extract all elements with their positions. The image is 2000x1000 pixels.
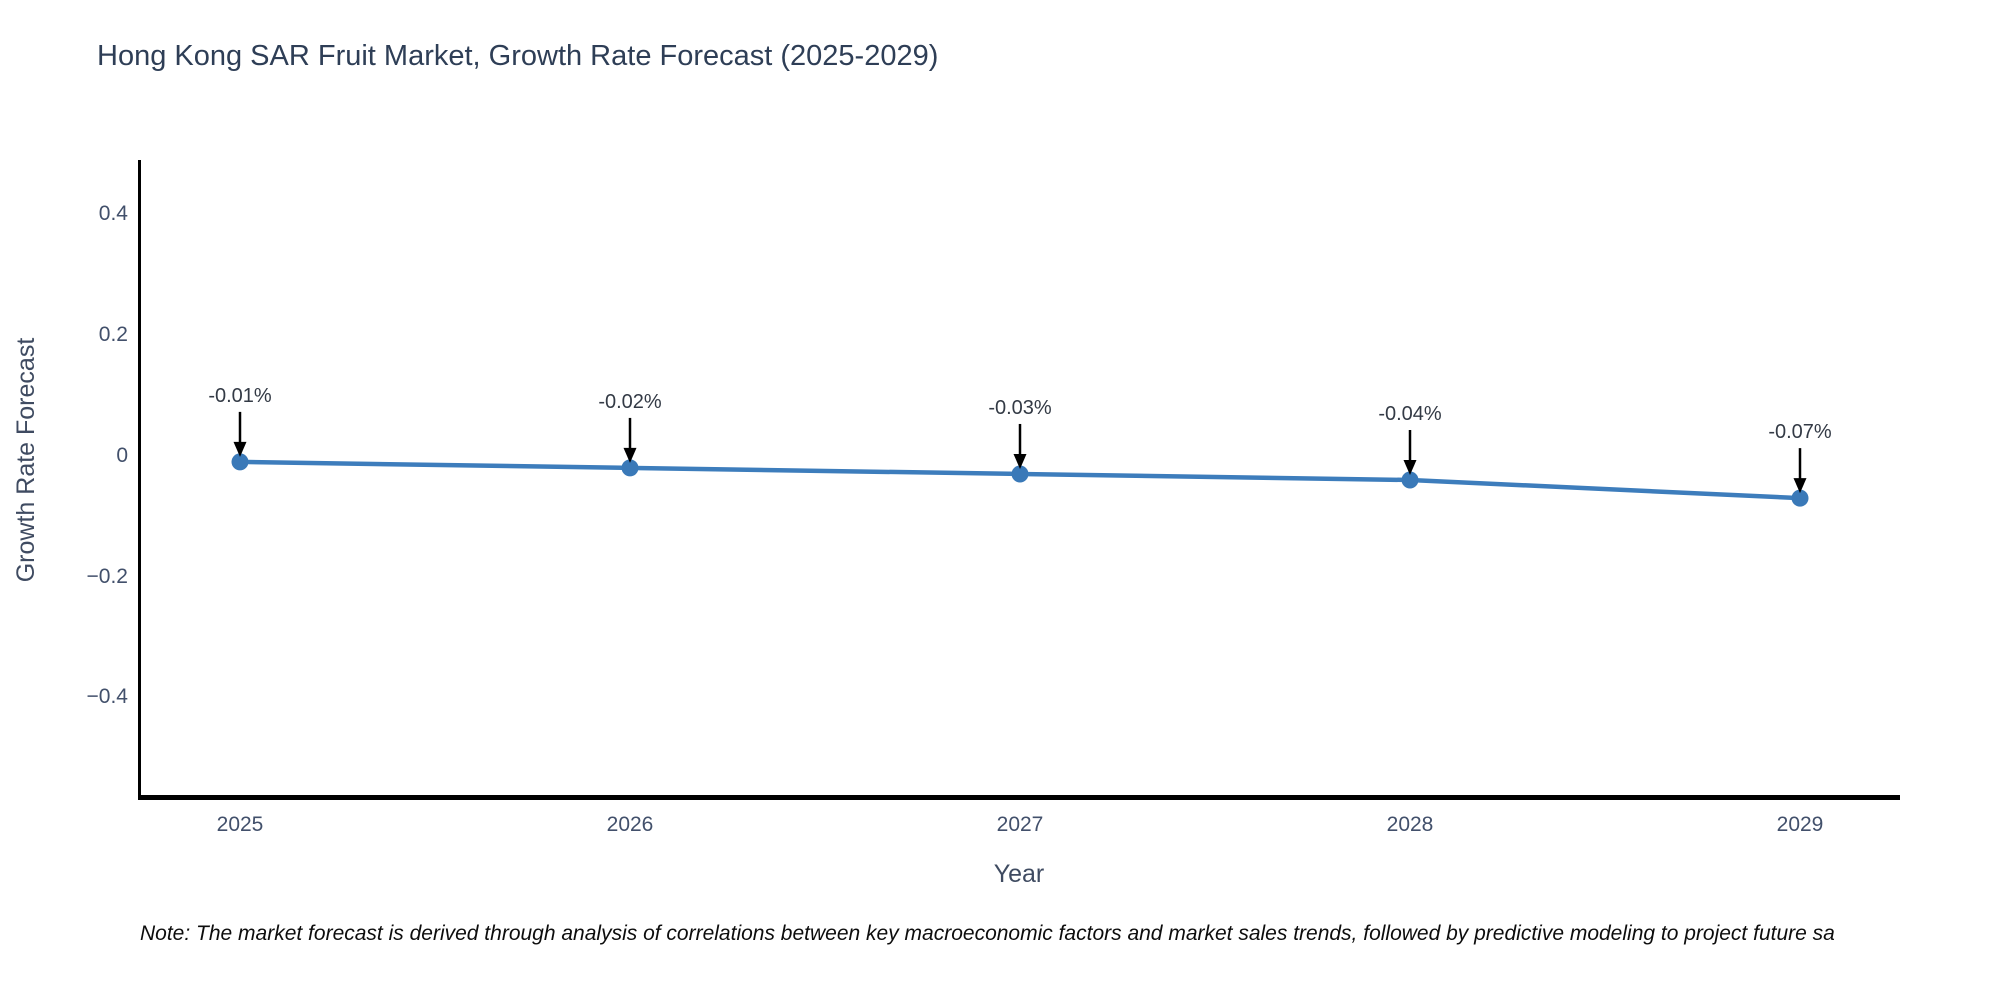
chart-title: Hong Kong SAR Fruit Market, Growth Rate …	[97, 40, 939, 72]
point-annotation-label: -0.04%	[1378, 403, 1442, 425]
annotation-arrowhead-icon	[233, 441, 247, 457]
point-annotation-label: -0.02%	[598, 390, 662, 413]
data-point-marker	[621, 459, 639, 477]
y-tick-label: −0.4	[86, 685, 128, 709]
x-axis-title: Year	[993, 860, 1045, 888]
x-tick-label: 2029	[1776, 813, 1824, 836]
point-annotation-label: -0.01%	[208, 384, 272, 407]
annotation-arrowhead-icon	[623, 447, 637, 463]
point-annotation-label: -0.07%	[1768, 421, 1832, 444]
y-axis-title: Growth Rate Forecast	[12, 337, 40, 583]
annotation-arrowhead-icon	[1403, 460, 1417, 475]
data-point-marker	[1011, 465, 1029, 483]
x-tick-label: 2027	[996, 813, 1044, 836]
data-point-marker	[231, 453, 249, 471]
annotation-arrowhead-icon	[1793, 478, 1807, 494]
x-tick-label: 2025	[216, 813, 264, 836]
y-tick-label: 0.2	[98, 323, 128, 347]
point-annotation-label: -0.03%	[988, 396, 1052, 419]
data-point-marker	[1401, 471, 1419, 489]
annotation-arrowhead-icon	[1013, 453, 1027, 469]
footnote: Note: The market forecast is derived thr…	[140, 922, 1835, 945]
data-point-marker	[1791, 489, 1809, 507]
x-tick-label: 2026	[606, 813, 654, 836]
y-tick-label: 0.4	[98, 202, 128, 226]
y-tick-label: 0	[116, 443, 128, 467]
y-tick-label: −0.2	[86, 564, 128, 588]
x-tick-label: 2028	[1386, 813, 1434, 836]
